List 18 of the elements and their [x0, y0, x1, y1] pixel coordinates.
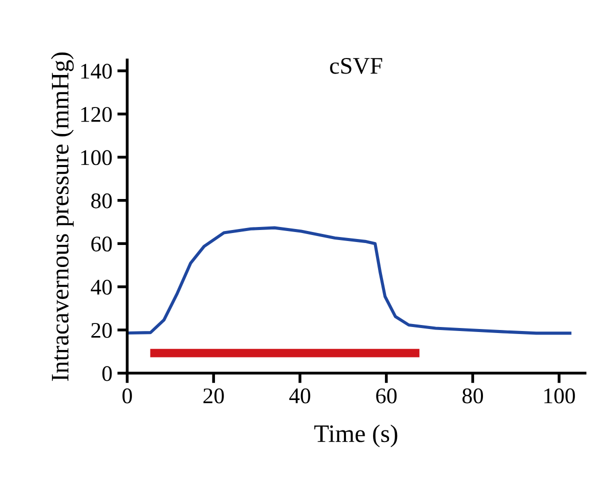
- y-tick-label: 20: [91, 322, 112, 338]
- y-tick-label: 40: [90, 280, 112, 295]
- y-tick-label: 0: [102, 366, 112, 382]
- y-axis-title: Intracavernous pressure (mmHg): [50, 52, 74, 381]
- y-tick-label: 120: [81, 106, 112, 122]
- chart-title: cSVF: [330, 58, 382, 74]
- x-axis-title: Time (s): [314, 424, 398, 448]
- y-tick-label: 140: [81, 64, 112, 79]
- x-tick-label: 80: [462, 388, 483, 404]
- x-tick-label: 60: [376, 388, 397, 404]
- x-tick-label: 0: [122, 388, 132, 404]
- y-tick-label: 100: [81, 150, 112, 166]
- x-tick-label: 20: [203, 388, 224, 404]
- line-series: [127, 226, 572, 335]
- y-tick-label: 80: [91, 193, 112, 208]
- x-tick-label: 40: [289, 388, 310, 404]
- y-tick-label: 60: [91, 236, 112, 252]
- x-tick-label: 100: [544, 388, 575, 404]
